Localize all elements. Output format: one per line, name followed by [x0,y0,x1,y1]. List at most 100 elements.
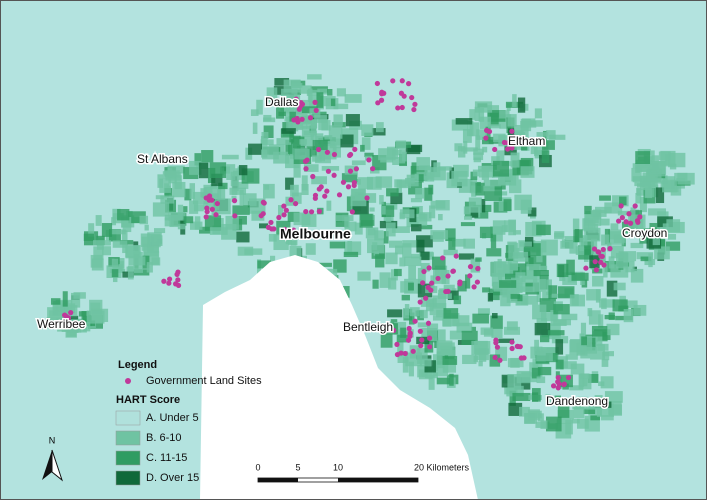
score-area [90,302,101,311]
score-area [489,354,501,367]
score-area [329,138,341,149]
score-area [396,334,408,343]
land-site [509,345,515,352]
score-area [290,184,299,197]
score-area [506,385,524,397]
land-site [417,328,423,334]
score-area [474,106,480,121]
score-area [666,219,681,233]
score-area [344,221,357,232]
land-site [492,146,498,153]
land-site [313,107,319,114]
score-area [554,232,564,240]
score-area [411,224,422,232]
score-area [373,251,380,256]
score-area [473,152,484,161]
score-area [550,319,567,326]
score-area [318,117,329,131]
score-area [457,280,467,292]
legend-class-label: A. Under 5 [146,412,199,424]
score-area [385,215,392,223]
score-area [189,200,199,214]
score-area [457,146,466,158]
score-area [417,348,428,364]
score-area [599,218,610,226]
score-area [203,184,213,196]
score-area [473,355,479,363]
score-area [533,269,549,277]
score-area [586,289,601,301]
score-area [510,152,520,168]
score-area [536,132,549,137]
score-area [443,284,455,293]
score-area [306,89,320,96]
score-area [417,267,426,284]
score-area [639,175,656,188]
land-site [174,271,180,277]
score-area [507,358,524,368]
score-area [395,140,407,150]
score-area [604,314,615,320]
score-area [415,188,425,199]
score-area [164,170,180,178]
score-area [576,418,589,429]
land-site [349,209,355,215]
score-area [183,206,188,213]
land-site [453,253,459,259]
score-area [519,286,535,293]
score-area [409,307,420,317]
score-area [344,216,350,229]
score-area [639,228,648,244]
score-area [167,165,185,174]
score-area [520,166,535,178]
score-area [499,280,517,288]
score-area [452,315,470,327]
score-area [354,222,363,235]
legend-swatch [115,450,141,466]
score-area [281,88,298,103]
score-area [112,240,128,248]
score-area [360,144,365,152]
score-area [381,205,395,217]
land-site [418,343,424,349]
score-area [193,204,204,212]
land-site [399,104,405,111]
score-area [606,280,618,297]
score-area [357,271,371,281]
land-site [324,149,331,155]
place-label: Melbourne [280,226,351,242]
score-area [183,216,194,224]
score-area [306,115,317,129]
score-area [316,92,324,108]
score-area [86,310,105,324]
land-site [423,295,429,301]
score-area [276,103,284,119]
land-site [450,268,456,274]
north-arrow: N [42,435,64,482]
place-label: St Albans [137,152,188,166]
score-area [456,322,473,333]
score-area [482,287,491,293]
score-area [419,212,432,222]
land-site [352,146,358,152]
score-area [389,240,403,248]
score-area [201,150,214,163]
score-area [569,385,584,391]
score-area [159,178,171,193]
score-area [556,418,572,424]
score-area [542,291,551,301]
land-site [483,135,489,141]
score-area [399,257,406,267]
score-area [442,356,458,365]
land-site [260,211,266,217]
score-area [359,213,373,228]
legend-swatch [115,430,141,446]
score-area [590,415,600,421]
score-area [235,168,241,175]
land-site [425,320,432,326]
score-area [677,172,695,185]
score-area [292,135,301,149]
score-area [379,272,391,288]
score-area [542,140,555,150]
score-area [501,161,517,167]
